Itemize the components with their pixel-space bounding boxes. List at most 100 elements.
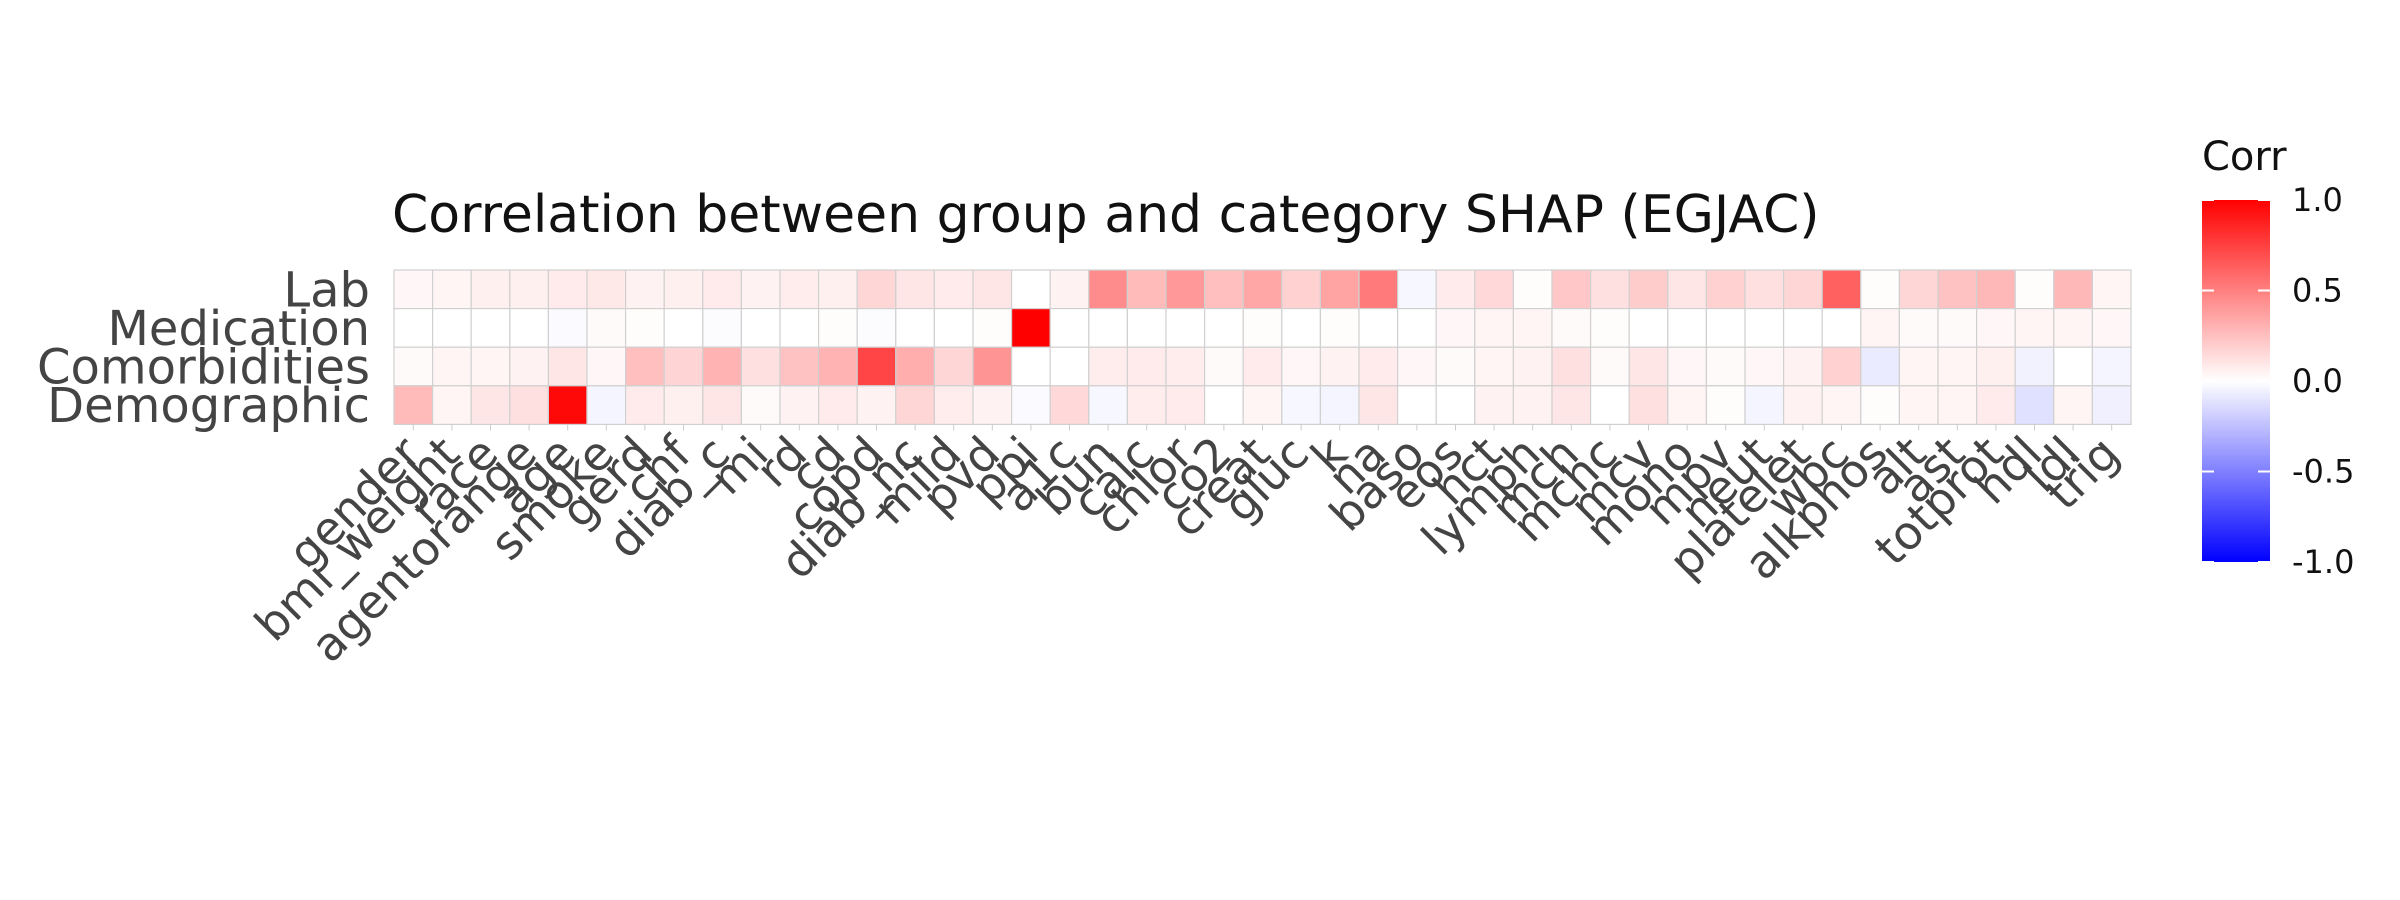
heatmap-cell-medication-ppi [1010, 308, 1051, 348]
heatmap-cell-comorbidities-trig [2091, 346, 2132, 387]
heatmap-cell-lab-calc [1126, 269, 1167, 310]
heatmap-cell-medication-smoke [586, 308, 627, 348]
heatmap-cell-lab-chlor [1165, 269, 1206, 310]
heatmap-cell-medication-mpv [1705, 308, 1746, 348]
heatmap-cell-demographic-mi [740, 385, 781, 425]
heatmap-cell-demographic-mild [933, 385, 974, 425]
heatmap-cell-comorbidities-eos [1435, 346, 1476, 387]
heatmap-cell-comorbidities-cd [817, 346, 858, 387]
heatmap-cell-demographic-mono [1667, 385, 1708, 425]
heatmap-cell-medication-chf [663, 308, 704, 348]
heatmap-cell-lab-smoke [586, 269, 627, 310]
heatmap-cell-lab-mch [1551, 269, 1592, 310]
heatmap-cell-comorbidities-creat [1242, 346, 1283, 387]
heatmap-cell-lab-copd [856, 269, 897, 310]
heatmap-cell-comorbidities-ast [1937, 346, 1978, 387]
heatmap-cell-comorbidities-mono [1667, 346, 1708, 387]
heatmap-cell-demographic-neut [1744, 385, 1785, 425]
heatmap-cell-comorbidities-agentorange [509, 346, 549, 387]
heatmap-cell-demographic-diab_c [702, 385, 742, 425]
heatmap-cell-lab-co2 [1203, 269, 1244, 310]
heatmap-cell-comorbidities-gender [393, 346, 434, 387]
heatmap-cell-lab-diab_c [702, 269, 742, 310]
heatmap-cell-demographic-hdl [2014, 385, 2055, 425]
heatmap-cell-lab-race [470, 269, 511, 310]
heatmap-cell-demographic-agentorange [509, 385, 549, 425]
heatmap-cell-comorbidities-lymph [1512, 346, 1553, 387]
heatmap-cell-lab-agentorange [509, 269, 549, 310]
heatmap-cell-demographic-pvd [972, 385, 1013, 425]
heatmap-cell-lab-lymph [1512, 269, 1553, 310]
heatmap-cell-comorbidities-diab_nc [895, 346, 935, 387]
heatmap-cell-demographic-age [547, 385, 588, 425]
heatmap-cell-lab-bmi_weight [432, 269, 472, 310]
heatmap-cell-comorbidities-mild [933, 346, 974, 387]
heatmap-cell-medication-hdl [2014, 308, 2055, 348]
heatmap-cell-demographic-na [1358, 385, 1399, 425]
heatmap-cell-comorbidities-co2 [1203, 346, 1244, 387]
heatmap-cell-lab-mi [740, 269, 781, 310]
heatmap-cell-medication-trig [2091, 308, 2132, 348]
heatmap-cell-demographic-alkphos [1860, 385, 1901, 425]
heatmap-cell-lab-a1c [1049, 269, 1090, 310]
heatmap-cell-lab-ppi [1010, 269, 1051, 310]
heatmap-cell-medication-a1c [1049, 308, 1090, 348]
heatmap-cell-comorbidities-platelet [1782, 346, 1823, 387]
heatmap-cells [393, 269, 2132, 425]
heatmap-cell-medication-baso [1396, 308, 1437, 348]
heatmap-cell-comorbidities-chlor [1165, 346, 1206, 387]
heatmap-cell-medication-creat [1242, 308, 1283, 348]
heatmap-cell-medication-rd [779, 308, 820, 348]
heatmap-cell-lab-ast [1937, 269, 1978, 310]
colorbar-tick-label: 0.5 [2292, 272, 2343, 310]
heatmap-cell-medication-mch [1551, 308, 1592, 348]
heatmap-cell-lab-mchc [1589, 269, 1630, 310]
heatmap-cell-lab-eos [1435, 269, 1476, 310]
heatmap-cell-demographic-a1c [1049, 385, 1090, 425]
heatmap-cell-medication-co2 [1203, 308, 1244, 348]
heatmap-cell-comorbidities-baso [1396, 346, 1437, 387]
heatmap-cell-demographic-totprot [1975, 385, 2016, 425]
heatmap-cell-demographic-lymph [1512, 385, 1553, 425]
heatmap-cell-demographic-gender [393, 385, 434, 425]
heatmap-cell-comorbidities-na [1358, 346, 1399, 387]
heatmap-cell-demographic-baso [1396, 385, 1437, 425]
heatmap-cell-demographic-mch [1551, 385, 1592, 425]
heatmap-cell-comorbidities-hct [1474, 346, 1515, 387]
heatmap-cell-comorbidities-hdl [2014, 346, 2055, 387]
heatmap-cell-lab-chf [663, 269, 704, 310]
heatmap-cell-demographic-copd [856, 385, 897, 425]
heatmap-cell-comorbidities-age [547, 346, 588, 387]
heatmap-cell-comorbidities-chf [663, 346, 704, 387]
heatmap-cell-demographic-bun [1088, 385, 1129, 425]
heatmap-cell-demographic-eos [1435, 385, 1476, 425]
heatmap-cell-comorbidities-bmi_weight [432, 346, 472, 387]
heatmap-cell-lab-gender [393, 269, 434, 310]
heatmap-cell-comorbidities-totprot [1975, 346, 2016, 387]
heatmap-cell-medication-ast [1937, 308, 1978, 348]
heatmap-cell-medication-mi [740, 308, 781, 348]
heatmap-cell-medication-gender [393, 308, 434, 348]
heatmap-cell-medication-mcv [1628, 308, 1669, 348]
colorbar-tick-label: 0.0 [2292, 362, 2343, 400]
heatmap-cell-medication-alkphos [1860, 308, 1901, 348]
heatmap-cell-comorbidities-mchc [1589, 346, 1630, 387]
heatmap-cell-demographic-chlor [1165, 385, 1206, 425]
heatmap-cell-demographic-wbc [1821, 385, 1862, 425]
heatmap-cell-lab-creat [1242, 269, 1283, 310]
heatmap-cell-demographic-mpv [1705, 385, 1746, 425]
heatmap-cell-medication-na [1358, 308, 1399, 348]
heatmap-cell-lab-totprot [1975, 269, 2016, 310]
heatmap-cell-comorbidities-diab_c [702, 346, 742, 387]
heatmap-cell-demographic-calc [1126, 385, 1167, 425]
heatmap-cell-lab-wbc [1821, 269, 1862, 310]
heatmap-cell-medication-wbc [1821, 308, 1862, 348]
heatmap-cell-medication-eos [1435, 308, 1476, 348]
heatmap-cell-medication-mchc [1589, 308, 1630, 348]
colorbar-legend: Corr 1.0 0.5 0.0 -0.5 -1.0 [2202, 134, 2354, 581]
heatmap-cell-demographic-platelet [1782, 385, 1823, 425]
heatmap-cell-lab-hdl [2014, 269, 2055, 310]
heatmap-cell-medication-mild [933, 308, 974, 348]
heatmap-cell-demographic-mcv [1628, 385, 1669, 425]
